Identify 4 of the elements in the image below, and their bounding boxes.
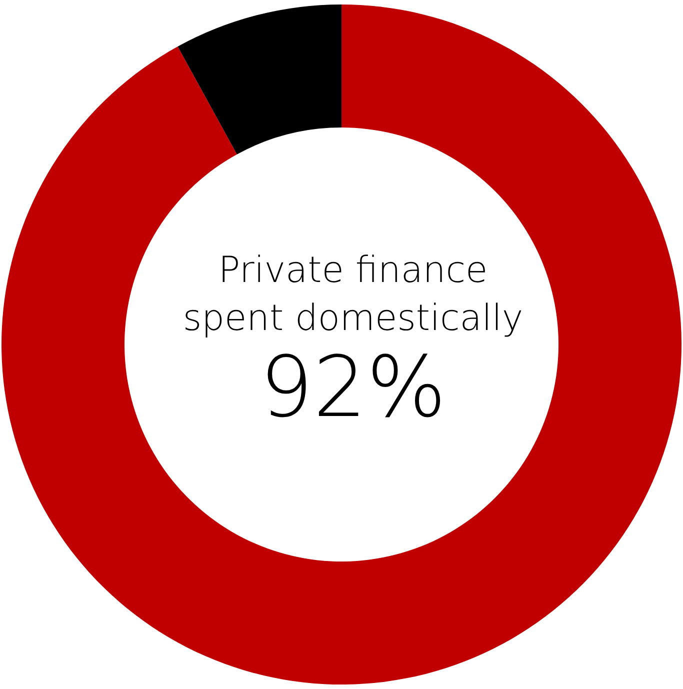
donut-slice (2, 4, 682, 684)
data-label: 92% (260, 338, 446, 436)
text: Private finance spent domestically (182, 250, 524, 339)
donut-slice (178, 4, 342, 154)
